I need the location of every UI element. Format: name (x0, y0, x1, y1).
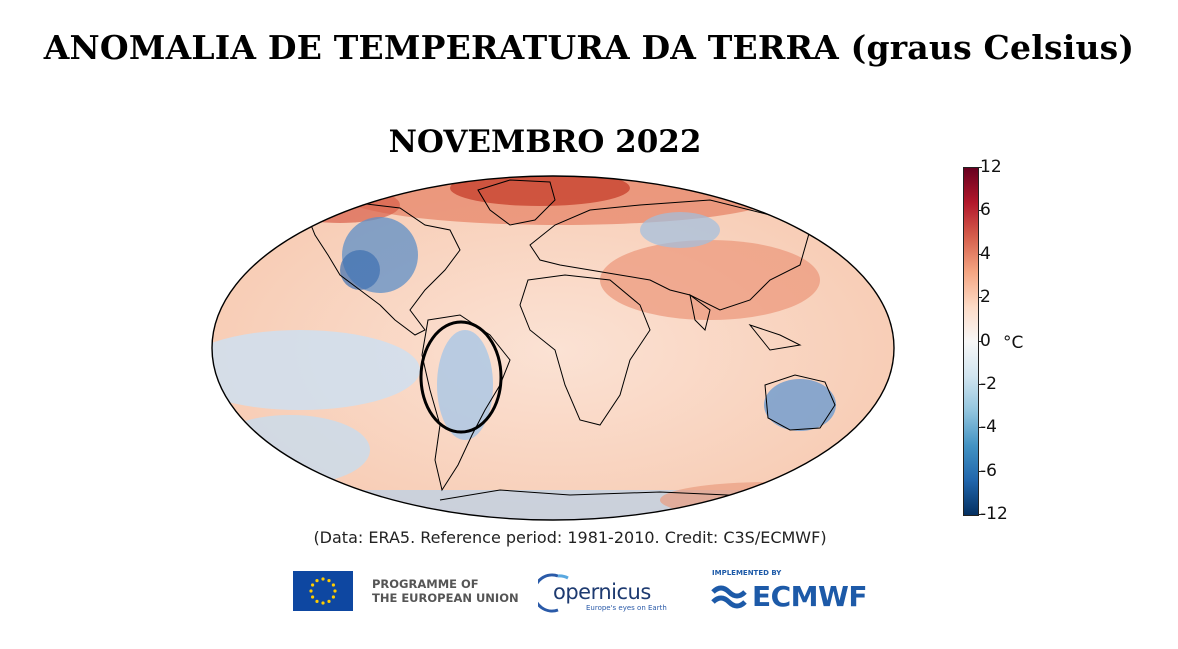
north-america-outline (304, 201, 461, 336)
indonesia-outline (748, 323, 802, 351)
page-title: ANOMALIA DE TEMPERATURA DA TERRA (graus … (43, 28, 1135, 67)
colorbar-tick-label: -4 (980, 417, 997, 438)
colorbar-tick-mark (978, 210, 982, 212)
siberia-cool-anomaly (640, 212, 720, 248)
colorbar-unit: °C (1003, 333, 1024, 353)
colorbar-tick-mark (978, 514, 982, 515)
eu-programme-text: PROGRAMME OF THE EUROPEAN UNION (372, 577, 519, 605)
eu-text-line2: THE EUROPEAN UNION (372, 591, 519, 605)
antarctic-warm-patch (660, 482, 880, 518)
india-outline (689, 293, 711, 331)
colorbar-tick-mark (978, 470, 982, 472)
brazil-highlight-circle (419, 320, 503, 434)
greenland-hot-anomaly (450, 176, 630, 206)
colorbar-tick-mark (978, 383, 982, 385)
colorbar-tick-label: 2 (980, 287, 991, 308)
eu-stars-icon (309, 577, 337, 605)
colorbar-tick-label: -6 (980, 460, 997, 481)
colorbar-tick-label: 6 (980, 200, 991, 221)
eurasia-warm-anomaly (600, 240, 820, 320)
colorbar-tick-mark (978, 253, 982, 255)
colorbar (963, 167, 979, 516)
ecmwf-wave-icon (711, 582, 751, 610)
new-zealand-outline (851, 431, 861, 453)
southern-ocean-cool (212, 490, 894, 520)
map-subtitle: NOVEMBRO 2022 (388, 124, 702, 160)
anomaly-map (210, 170, 900, 530)
eu-text-line1: PROGRAMME OF (372, 577, 479, 591)
greenland-outline (477, 179, 556, 226)
ecmwf-implemented-label: IMPLEMENTED BY (712, 569, 782, 577)
africa-outline (519, 274, 651, 426)
colorbar-tick-label: 0 (980, 330, 991, 351)
copernicus-name: opernicus (553, 580, 651, 604)
copernicus-tagline: Europe's eyes on Earth (586, 604, 667, 612)
colorbar-tick-mark (978, 297, 982, 299)
colorbar-tick-mark (978, 167, 982, 168)
colorbar-tick-label: -12 (980, 504, 1008, 524)
globe-border (211, 175, 895, 521)
colorbar-tick-label: -2 (980, 373, 997, 394)
south-america-outline (421, 314, 511, 492)
world-map-svg (211, 175, 895, 521)
us-cold-core (340, 250, 380, 290)
australia-cold-anomaly (764, 379, 836, 431)
south-pacific-cool (212, 415, 370, 485)
ecmwf-name: ECMWF (752, 580, 868, 613)
colorbar-tick-label: 12 (980, 157, 1002, 177)
pacific-cool-anomaly (212, 330, 420, 410)
colorbar-tick-mark (978, 427, 982, 429)
australia-outline (764, 374, 836, 431)
eu-flag-logo (293, 571, 353, 611)
colorbar-tick-label: 4 (980, 243, 991, 264)
data-credit: (Data: ERA5. Reference period: 1981-2010… (313, 528, 827, 547)
colorbar-tick-mark (978, 340, 982, 342)
south-america-cool-anomaly (437, 330, 493, 440)
eurasia-outline (529, 199, 811, 311)
